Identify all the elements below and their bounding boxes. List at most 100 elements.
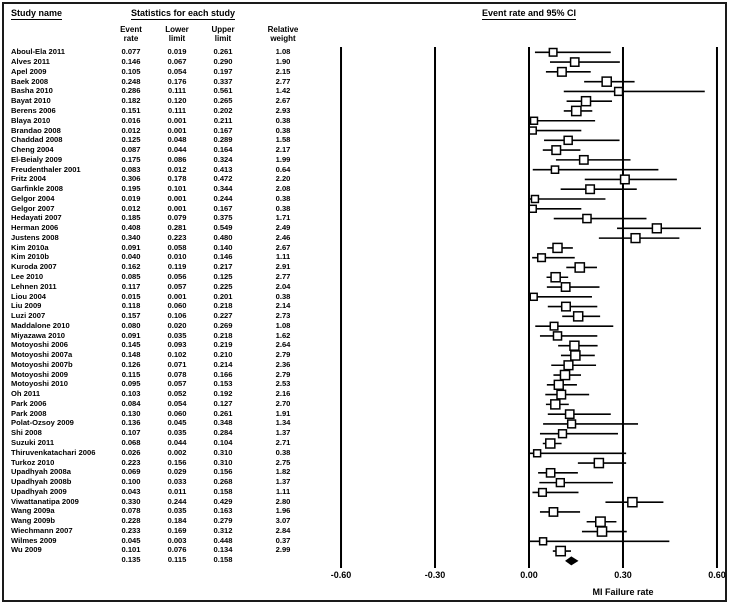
lower-limit-cell: 0.001: [167, 193, 187, 203]
lower-limit-cell: 0.156: [167, 457, 187, 467]
lower-limit-cell: 0.106: [167, 311, 187, 321]
study-row: Wang 2009a 0.078 0.035 0.163 1.96: [0, 506, 325, 516]
study-name-header-text: Study name: [11, 8, 63, 20]
relative-weight-cell: 1.37: [275, 477, 291, 487]
study-row: Motoyoshi 2007a 0.148 0.102 0.210 2.79: [0, 350, 325, 360]
event-rate-cell: 0.085: [121, 272, 141, 281]
event-rate-cell: 0.068: [121, 438, 141, 448]
study-row: Wilmes 2009 0.045 0.003 0.448 0.37: [0, 536, 325, 546]
upper-limit-cell: 0.269: [213, 320, 233, 330]
plot-section-header-text: Event rate and 95% CI: [481, 8, 577, 20]
study-name-cell: Thiruvenkatachari 2006: [11, 447, 96, 457]
relative-weight-cell: 1.08: [275, 47, 291, 57]
relative-weight-cell: 2.17: [275, 145, 291, 155]
upper-limit-cell: 0.125: [213, 272, 233, 281]
relative-weight-cell: 2.08: [275, 184, 291, 194]
study-name-cell: Motoyoshi 2009: [11, 369, 68, 379]
study-name-cell: Gelgor 2004: [11, 193, 55, 203]
relative-weight-cell: 2.64: [275, 340, 291, 350]
relative-weight-cell: 2.14: [275, 301, 291, 311]
relative-weight-cell: 1.71: [275, 213, 291, 223]
study-row: Brandao 2008 0.012 0.001 0.167 0.38: [0, 126, 325, 136]
event-rate-cell: 0.286: [121, 86, 141, 96]
event-rate-cell: 0.126: [121, 359, 141, 369]
event-rate-cell: 0.084: [121, 398, 141, 408]
upper-limit-cell: 0.140: [213, 242, 233, 252]
lower-limit-cell: 0.119: [167, 262, 187, 272]
relative-weight-cell: 2.93: [275, 105, 291, 115]
lower-limit-cell: 0.076: [167, 545, 187, 555]
relative-weight-cell: 1.90: [275, 57, 291, 67]
event-rate-cell: 0.125: [121, 135, 141, 145]
event-rate-cell: 0.306: [121, 174, 141, 184]
upper-limit-cell: 0.244: [213, 193, 233, 203]
plot-section-header: Event rate and 95% CI: [429, 8, 629, 20]
study-name-cell: Upadhyah 2008a: [11, 467, 71, 477]
lower-limit-cell: 0.281: [167, 223, 187, 233]
upper-limit-cell: 0.225: [213, 281, 233, 291]
study-name-cell: Polat-Ozsoy 2009: [11, 418, 74, 428]
study-row: Berens 2006 0.151 0.111 0.202 2.93: [0, 106, 325, 116]
study-name-cell: Brandao 2008: [11, 125, 61, 135]
event-rate-cell: 0.157: [121, 311, 141, 321]
lower-limit-cell: 0.176: [167, 76, 187, 86]
study-row: Park 2006 0.084 0.054 0.127 2.70: [0, 399, 325, 409]
lower-limit-cell: 0.035: [167, 330, 187, 340]
event-rate-cell: 0.175: [121, 154, 141, 164]
upper-limit-cell: 0.218: [213, 301, 233, 311]
relative-weight-cell: 0.38: [275, 115, 291, 125]
study-name-cell: Gelgor 2007: [11, 203, 55, 213]
relative-weight-cell: 1.11: [275, 252, 291, 262]
study-row: Kim 2010a 0.091 0.058 0.140 2.67: [0, 243, 325, 253]
upper-limit-cell: 0.211: [213, 115, 233, 125]
study-row: Chaddad 2008 0.125 0.048 0.289 1.58: [0, 135, 325, 145]
relative-weight-cell: 1.58: [275, 135, 291, 145]
event-rate-cell: 0.340: [121, 232, 141, 242]
study-row: Motoyoshi 2010 0.095 0.057 0.153 2.53: [0, 379, 325, 389]
study-name-cell: Motoyoshi 2010: [11, 379, 68, 389]
study-row: Luzi 2007 0.157 0.106 0.227 2.73: [0, 311, 325, 321]
study-row: Gelgor 2004 0.019 0.001 0.244 0.38: [0, 194, 325, 204]
upper-limit-cell: 0.104: [213, 438, 233, 448]
relative-weight-cell: 2.36: [275, 359, 291, 369]
upper-limit-cell: 0.158: [213, 555, 233, 565]
lower-limit-cell: 0.052: [167, 389, 187, 399]
lower-limit-cell: 0.011: [167, 486, 187, 496]
summary-row: 0.135 0.115 0.158: [0, 555, 325, 565]
upper-limit-cell: 0.167: [213, 125, 233, 135]
relative-weight-cell: 2.04: [275, 281, 291, 291]
study-row: Aboul-Ela 2011 0.077 0.019 0.261 1.08: [0, 47, 325, 57]
figure-border: [2, 2, 727, 602]
event-rate-cell: 0.185: [121, 213, 141, 223]
column-header-upper-limit: Upper limit: [211, 25, 235, 43]
study-name-cell: Kim 2010a: [11, 242, 49, 252]
upper-limit-cell: 0.290: [213, 57, 233, 67]
study-row: Miyazawa 2010 0.091 0.035 0.218 1.62: [0, 331, 325, 341]
study-name-cell: Alves 2011: [11, 57, 50, 67]
event-rate-cell: 0.408: [121, 223, 141, 233]
upper-limit-cell: 0.348: [213, 418, 233, 428]
relative-weight-cell: 2.16: [275, 389, 291, 399]
study-row: Apel 2009 0.105 0.054 0.197 2.15: [0, 67, 325, 77]
event-rate-cell: 0.091: [121, 242, 141, 252]
study-row: Cheng 2004 0.087 0.044 0.164 2.17: [0, 145, 325, 155]
event-rate-cell: 0.101: [121, 545, 141, 555]
relative-weight-cell: 1.62: [275, 330, 291, 340]
study-name-header: Study name: [11, 8, 63, 20]
study-row: Freudenthaler 2001 0.083 0.012 0.413 0.64: [0, 165, 325, 175]
study-name-cell: Berens 2006: [11, 105, 56, 115]
study-row: Shi 2008 0.107 0.035 0.284 1.37: [0, 428, 325, 438]
upper-limit-cell: 0.375: [213, 213, 233, 223]
lower-limit-cell: 0.078: [167, 369, 187, 379]
study-row: Kuroda 2007 0.162 0.119 0.217 2.91: [0, 262, 325, 272]
study-name-cell: Wiechmann 2007: [11, 525, 73, 535]
relative-weight-cell: 2.75: [275, 457, 291, 467]
upper-limit-cell: 0.261: [213, 47, 233, 57]
relative-weight-cell: 2.91: [275, 262, 291, 272]
relative-weight-cell: 1.08: [275, 320, 291, 330]
lower-limit-cell: 0.029: [167, 467, 187, 477]
relative-weight-cell: 1.99: [275, 154, 291, 164]
study-name-cell: Kim 2010b: [11, 252, 49, 262]
study-name-cell: Cheng 2004: [11, 145, 54, 155]
